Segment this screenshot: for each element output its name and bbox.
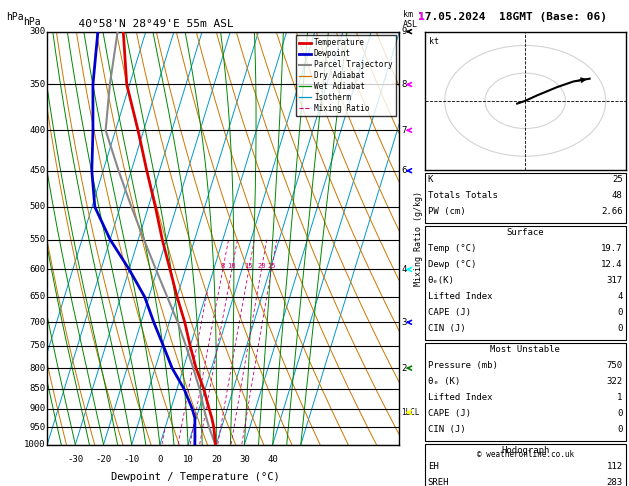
Text: Temp (°C): Temp (°C) <box>428 244 476 253</box>
Text: 350: 350 <box>30 80 45 89</box>
Text: 15: 15 <box>245 263 253 269</box>
Text: PW (cm): PW (cm) <box>428 207 465 216</box>
Text: 317: 317 <box>606 276 623 285</box>
Text: 20: 20 <box>211 455 221 464</box>
Text: 322: 322 <box>606 377 623 386</box>
Text: Dewpoint / Temperature (°C): Dewpoint / Temperature (°C) <box>111 471 279 482</box>
Text: 40°58'N 28°49'E 55m ASL: 40°58'N 28°49'E 55m ASL <box>65 19 233 30</box>
Text: 0: 0 <box>617 308 623 317</box>
Text: θₑ(K): θₑ(K) <box>428 276 455 285</box>
Text: 900: 900 <box>30 404 45 413</box>
Text: 3: 3 <box>401 318 406 327</box>
Text: 4: 4 <box>401 265 406 274</box>
Text: 8: 8 <box>401 80 406 89</box>
Text: 750: 750 <box>30 342 45 350</box>
Text: 400: 400 <box>30 126 45 135</box>
Text: 7: 7 <box>401 126 406 135</box>
Text: 300: 300 <box>30 27 45 36</box>
Text: Totals Totals: Totals Totals <box>428 191 498 200</box>
Text: θₑ (K): θₑ (K) <box>428 377 460 386</box>
Text: 850: 850 <box>30 384 45 394</box>
Text: 1: 1 <box>617 393 623 402</box>
Text: 112: 112 <box>606 462 623 471</box>
Text: -10: -10 <box>124 455 140 464</box>
Text: 1: 1 <box>418 12 425 22</box>
Text: 19.7: 19.7 <box>601 244 623 253</box>
Text: 450: 450 <box>30 166 45 175</box>
Text: 48: 48 <box>612 191 623 200</box>
Text: 600: 600 <box>30 265 45 274</box>
Text: 12.4: 12.4 <box>601 260 623 269</box>
Text: K: K <box>428 175 433 184</box>
Text: 1LCL: 1LCL <box>401 408 420 417</box>
Text: 17.05.2024  18GMT (Base: 06): 17.05.2024 18GMT (Base: 06) <box>418 12 607 22</box>
Text: CIN (J): CIN (J) <box>428 324 465 333</box>
Text: 10: 10 <box>182 455 194 464</box>
Text: Mixing Ratio (g/kg): Mixing Ratio (g/kg) <box>413 191 423 286</box>
Text: 4: 4 <box>617 292 623 301</box>
Text: 950: 950 <box>30 423 45 432</box>
Text: Dewp (°C): Dewp (°C) <box>428 260 476 269</box>
Text: 500: 500 <box>30 202 45 211</box>
Legend: Temperature, Dewpoint, Parcel Trajectory, Dry Adiabat, Wet Adiabat, Isotherm, Mi: Temperature, Dewpoint, Parcel Trajectory… <box>296 35 396 116</box>
Text: -30: -30 <box>67 455 84 464</box>
Text: 0: 0 <box>617 409 623 418</box>
Text: 40: 40 <box>267 455 278 464</box>
Text: CAPE (J): CAPE (J) <box>428 308 470 317</box>
Text: 0: 0 <box>617 425 623 434</box>
Text: 10: 10 <box>228 263 236 269</box>
Text: CIN (J): CIN (J) <box>428 425 465 434</box>
Text: 30: 30 <box>239 455 250 464</box>
Text: 700: 700 <box>30 318 45 327</box>
Text: 650: 650 <box>30 293 45 301</box>
Text: EH: EH <box>428 462 438 471</box>
Text: 8: 8 <box>221 263 225 269</box>
Text: 2: 2 <box>401 364 406 373</box>
Text: SREH: SREH <box>428 478 449 486</box>
Text: 550: 550 <box>30 235 45 244</box>
Text: 0: 0 <box>157 455 162 464</box>
Text: 2.66: 2.66 <box>601 207 623 216</box>
Text: 25: 25 <box>612 175 623 184</box>
Text: 0: 0 <box>617 324 623 333</box>
Text: 283: 283 <box>606 478 623 486</box>
Text: 9: 9 <box>401 27 406 36</box>
Text: Hodograph: Hodograph <box>501 446 549 455</box>
Text: Lifted Index: Lifted Index <box>428 393 493 402</box>
Text: 6: 6 <box>401 166 406 175</box>
Text: 800: 800 <box>30 364 45 373</box>
Text: Pressure (mb): Pressure (mb) <box>428 361 498 370</box>
Text: -20: -20 <box>96 455 111 464</box>
Text: km
ASL: km ASL <box>403 11 418 29</box>
Text: © weatheronline.co.uk: © weatheronline.co.uk <box>477 450 574 459</box>
Text: hPa: hPa <box>6 12 24 22</box>
Text: 25: 25 <box>267 263 276 269</box>
Text: Lifted Index: Lifted Index <box>428 292 493 301</box>
Text: CAPE (J): CAPE (J) <box>428 409 470 418</box>
Text: Most Unstable: Most Unstable <box>490 345 560 354</box>
Text: hPa: hPa <box>23 17 41 27</box>
Text: kt: kt <box>428 37 438 46</box>
Text: 750: 750 <box>606 361 623 370</box>
Text: Surface: Surface <box>506 228 544 237</box>
Text: 20: 20 <box>257 263 265 269</box>
Text: 1000: 1000 <box>24 440 45 449</box>
